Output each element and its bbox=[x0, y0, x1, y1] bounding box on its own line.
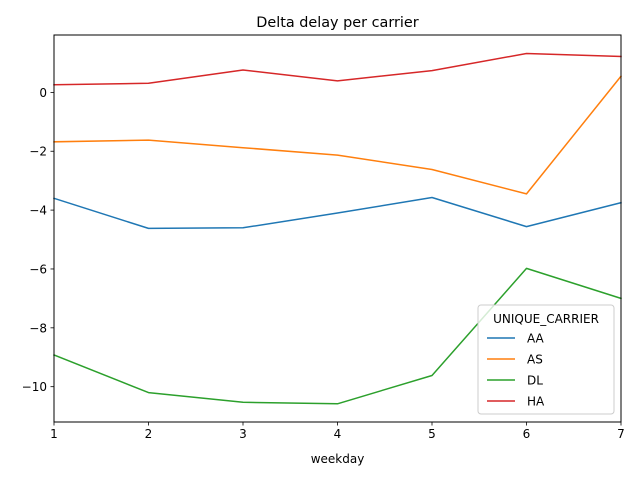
x-tick-label: 3 bbox=[239, 427, 247, 441]
series-line-ha bbox=[53, 52, 622, 86]
series-line-dl bbox=[53, 267, 622, 405]
y-axis: 0 −2 −4 −6 −8 −10 bbox=[22, 86, 54, 394]
legend: UNIQUE_CARRIER AA AS DL HA bbox=[477, 304, 615, 415]
series-line-aa bbox=[53, 196, 622, 230]
y-tick-label: −6 bbox=[29, 262, 47, 276]
x-tick-label: 1 bbox=[50, 427, 58, 441]
x-tick-label: 5 bbox=[428, 427, 436, 441]
plot-area bbox=[53, 52, 623, 405]
y-tick-label: 0 bbox=[39, 86, 47, 100]
series-line-as bbox=[53, 75, 623, 195]
x-axis: 1 2 3 4 5 6 7 bbox=[50, 422, 625, 441]
x-tick-label: 7 bbox=[617, 427, 625, 441]
legend-title: UNIQUE_CARRIER bbox=[493, 312, 599, 326]
legend-entries: AA AS DL HA bbox=[487, 332, 545, 409]
y-tick-label: −2 bbox=[29, 145, 47, 159]
legend-label-dl: DL bbox=[527, 374, 543, 388]
legend-label-aa: AA bbox=[527, 332, 545, 346]
x-tick-label: 2 bbox=[145, 427, 153, 441]
x-tick-label: 6 bbox=[523, 427, 531, 441]
x-tick-label: 4 bbox=[334, 427, 342, 441]
chart-title: Delta delay per carrier bbox=[256, 15, 419, 31]
x-axis-label: weekday bbox=[311, 452, 365, 466]
legend-label-ha: HA bbox=[527, 395, 545, 409]
legend-label-as: AS bbox=[527, 353, 543, 367]
y-tick-label: −10 bbox=[22, 380, 47, 394]
y-tick-label: −8 bbox=[29, 321, 47, 335]
y-tick-label: −4 bbox=[29, 204, 47, 218]
legend-box bbox=[477, 304, 615, 415]
